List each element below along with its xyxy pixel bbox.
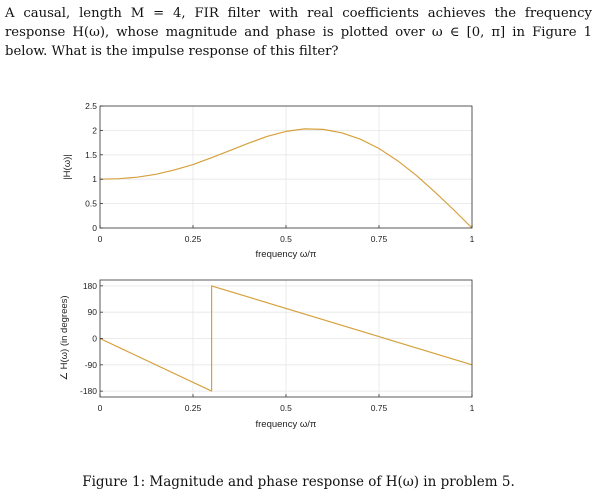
y-tick-label: 2 [92,125,97,135]
y-tick-label: 90 [88,307,98,317]
x-tick-label: 0 [98,234,103,244]
x-tick-label: 0 [98,403,103,413]
y-tick-label: 1 [92,174,97,184]
x-tick-label: 0.75 [371,234,388,244]
y-tick-label: -90 [85,360,98,370]
x-tick-label: 0.5 [280,234,292,244]
series-line-1 [99,285,473,392]
x-tick-label: 0.5 [280,403,292,413]
x-tick-label: 1 [470,234,475,244]
y-tick-label: 1.5 [85,150,97,160]
figure-caption: Figure 1: Magnitude and phase response o… [82,474,515,490]
y-axis-label: |H(ω)| [62,154,73,180]
x-tick-label: 0.25 [185,234,202,244]
x-tick-label: 0.75 [371,403,388,413]
y-tick-label: -180 [80,386,97,396]
y-tick-label: 180 [83,281,97,291]
y-tick-label: 0 [92,334,97,344]
x-axis-label: frequency ω/π [256,419,317,430]
y-axis-label: ∠ H(ω) (in degrees) [59,295,70,380]
x-axis-label: frequency ω/π [256,249,317,260]
y-tick-label: 0.5 [85,199,97,209]
subplot-2: 0 0.25 0.5 0.75 1 -180 -90 0 90 180 frequency ω/π ∠… [59,279,475,430]
problem-statement: A causal, length M = 4, FIR filter with … [5,6,592,59]
y-tick-label: 0 [92,223,97,233]
series-line-1 [99,128,473,229]
subplot-1: 0 0.25 0.5 0.75 1 0 0.5 1 1.5 2 2.5 frequency ω/π |H… [62,101,475,260]
x-tick-label: 1 [470,403,475,413]
x-tick-label: 0.25 [185,403,202,413]
y-tick-label: 2.5 [85,101,97,111]
